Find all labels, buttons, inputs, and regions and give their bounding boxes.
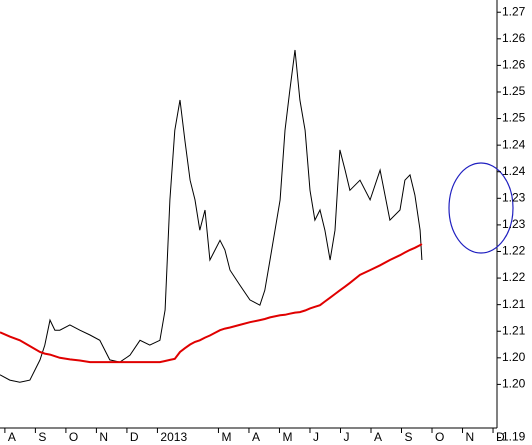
series-line bbox=[0, 49, 423, 383]
x-tick-label: S bbox=[405, 430, 413, 444]
y-tick-label: 1.22 bbox=[502, 270, 526, 284]
x-tick-label: M bbox=[282, 430, 292, 444]
y-tick-label: 1.23 bbox=[502, 217, 526, 231]
y-tick-label: 1.19 bbox=[502, 430, 526, 444]
x-tick-label: M bbox=[221, 430, 231, 444]
y-tick-label: 1.24 bbox=[502, 164, 526, 178]
y-tick-label: 1.26 bbox=[502, 31, 526, 45]
y-tick-label: 1.21 bbox=[502, 323, 526, 337]
x-tick-label: J bbox=[313, 430, 319, 444]
x-tick-label: D bbox=[130, 430, 139, 444]
y-tick-label: 1.20 bbox=[502, 350, 526, 364]
x-tick-label: N bbox=[466, 430, 475, 444]
x-tick-label: N bbox=[99, 430, 108, 444]
y-tick-label: 1.25 bbox=[502, 111, 526, 125]
series-line bbox=[0, 243, 423, 364]
x-tick-label: A bbox=[252, 430, 260, 444]
y-tick-label: 1.27 bbox=[502, 4, 526, 18]
y-tick-label: 1.20 bbox=[502, 377, 526, 391]
highlight-ellipse bbox=[448, 162, 514, 254]
x-tick-label: D bbox=[496, 430, 505, 444]
x-tick-label: A bbox=[374, 430, 382, 444]
x-tick-label: J bbox=[343, 430, 349, 444]
x-tick-label: 2013 bbox=[160, 430, 187, 444]
y-tick-label: 1.25 bbox=[502, 84, 526, 98]
y-tick-label: 1.21 bbox=[502, 297, 526, 311]
y-tick-label: 1.26 bbox=[502, 58, 526, 72]
x-tick-label: S bbox=[38, 430, 46, 444]
y-tick-label: 1.24 bbox=[502, 137, 526, 151]
x-tick-label: O bbox=[69, 430, 78, 444]
y-tick-label: 1.23 bbox=[502, 190, 526, 204]
x-tick-label: A bbox=[8, 430, 16, 444]
x-tick-label: O bbox=[435, 430, 444, 444]
y-tick-label: 1.22 bbox=[502, 244, 526, 258]
